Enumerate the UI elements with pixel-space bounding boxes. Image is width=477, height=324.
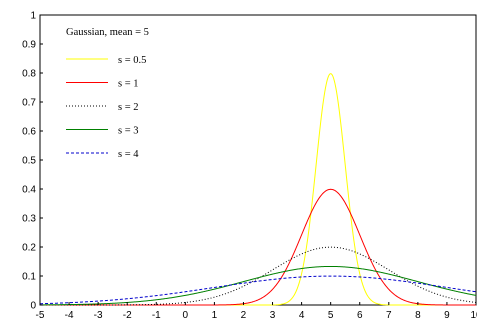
x-tick-label: 1 (212, 310, 218, 321)
x-tick-label: -1 (152, 310, 161, 321)
x-tick-label: -5 (36, 310, 45, 321)
x-tick-label: 6 (357, 310, 363, 321)
x-tick-label: 3 (270, 310, 276, 321)
series-line-1 (40, 73, 476, 306)
series-line-4 (40, 265, 477, 306)
series-line-3 (40, 246, 477, 306)
y-tick-label: 0.8 (22, 69, 36, 80)
legend-label-2: s = 1 (118, 79, 139, 90)
legend: Gaussian, mean = 5 s = 0.5 s = 1 s = 2 s = … (66, 27, 149, 160)
y-tick-label: 0 (30, 301, 36, 312)
x-tick-label: 7 (386, 310, 392, 321)
legend-label-1: s = 0.5 (118, 55, 146, 66)
x-tick-label: 8 (415, 310, 421, 321)
x-tick-label: 5 (328, 310, 334, 321)
x-tick-label: -4 (65, 310, 74, 321)
series-line-5 (39, 275, 477, 305)
y-tick-label: 0.7 (22, 98, 36, 109)
x-tick-label: -3 (94, 310, 103, 321)
series-line-2 (40, 188, 476, 306)
x-tick-label: 4 (299, 310, 305, 321)
y-axis-ticks: 0 0.1 0.2 0.3 0.4 0.5 0.6 0.7 0.8 0.9 1 (22, 11, 43, 312)
y-tick-label: 0.1 (22, 272, 36, 283)
legend-label-3: s = 2 (118, 102, 139, 113)
x-tick-label: 9 (444, 310, 450, 321)
y-tick-label: 0.9 (22, 40, 36, 51)
x-tick-label: 0 (183, 310, 189, 321)
x-tick-label: -2 (123, 310, 132, 321)
y-tick-label: 1 (30, 11, 36, 22)
x-axis-ticks: -5 -4 -3 -2 -1 0 1 2 3 4 5 6 7 8 9 10 (36, 302, 477, 321)
legend-label-5: s = 4 (118, 149, 139, 160)
y-tick-label: 0.3 (22, 214, 36, 225)
legend-title: Gaussian, mean = 5 (66, 27, 149, 38)
series-curves (39, 73, 477, 306)
y-tick-label: 0.2 (22, 243, 36, 254)
legend-label-4: s = 3 (118, 126, 139, 137)
y-tick-label: 0.6 (22, 127, 36, 138)
y-tick-label: 0.5 (22, 156, 36, 167)
x-tick-label: 10 (470, 310, 477, 321)
x-tick-label: 2 (241, 310, 247, 321)
y-tick-label: 0.4 (22, 185, 36, 196)
